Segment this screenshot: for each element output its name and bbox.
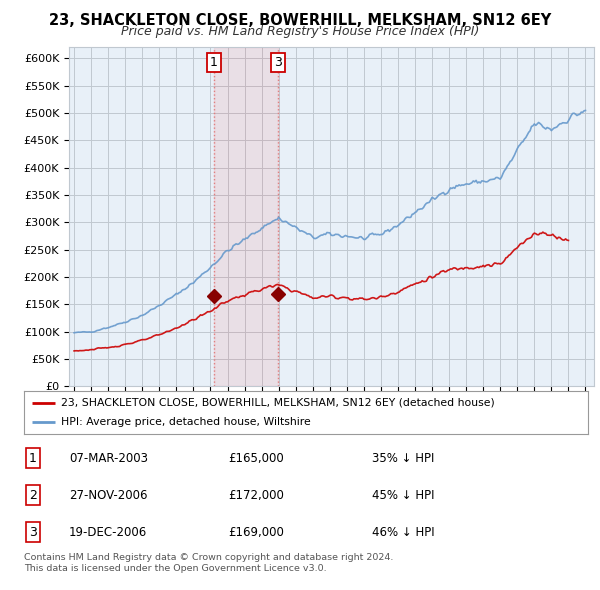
Text: Price paid vs. HM Land Registry's House Price Index (HPI): Price paid vs. HM Land Registry's House …: [121, 25, 479, 38]
Text: £169,000: £169,000: [228, 526, 284, 539]
Text: £172,000: £172,000: [228, 489, 284, 502]
Text: 07-MAR-2003: 07-MAR-2003: [69, 451, 148, 465]
Text: 35% ↓ HPI: 35% ↓ HPI: [372, 451, 434, 465]
Text: Contains HM Land Registry data © Crown copyright and database right 2024.
This d: Contains HM Land Registry data © Crown c…: [24, 553, 394, 573]
Text: 19-DEC-2006: 19-DEC-2006: [69, 526, 147, 539]
Text: 2: 2: [29, 489, 37, 502]
Text: 46% ↓ HPI: 46% ↓ HPI: [372, 526, 434, 539]
Text: 3: 3: [274, 56, 282, 69]
Text: 23, SHACKLETON CLOSE, BOWERHILL, MELKSHAM, SN12 6EY (detached house): 23, SHACKLETON CLOSE, BOWERHILL, MELKSHA…: [61, 398, 494, 408]
Text: 1: 1: [210, 56, 218, 69]
Text: 45% ↓ HPI: 45% ↓ HPI: [372, 489, 434, 502]
Text: HPI: Average price, detached house, Wiltshire: HPI: Average price, detached house, Wilt…: [61, 417, 310, 427]
Text: 1: 1: [29, 451, 37, 465]
Text: 3: 3: [29, 526, 37, 539]
Text: £165,000: £165,000: [228, 451, 284, 465]
Text: 27-NOV-2006: 27-NOV-2006: [69, 489, 148, 502]
Text: 23, SHACKLETON CLOSE, BOWERHILL, MELKSHAM, SN12 6EY: 23, SHACKLETON CLOSE, BOWERHILL, MELKSHA…: [49, 13, 551, 28]
Bar: [214, 47, 278, 386]
